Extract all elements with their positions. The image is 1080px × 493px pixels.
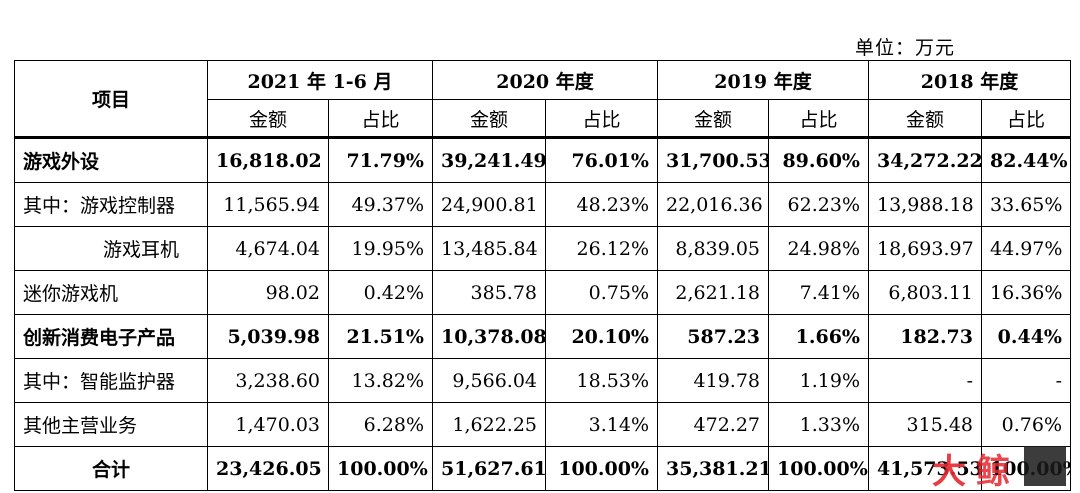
cell-ratio: 71.79% [328,136,433,183]
cell-amount: 385.78 [432,270,546,315]
cell-amount: 3,238.60 [207,358,329,403]
header-ratio: 占比 [545,99,658,138]
revenue-table: 项目 2021 年 1-6 月 2020 年度 2019 年度 2018 年度 … [14,60,1071,491]
cell-ratio: 13.82% [328,358,433,403]
cell-amount: 1,622.25 [432,402,546,447]
cell-amount: 13,988.18 [868,182,982,227]
cell-amount: 5,039.98 [207,314,329,359]
cell-ratio: 62.23% [768,182,869,227]
cell-amount: 10,378.08 [432,314,546,359]
table-row: 其中：游戏控制器 11,565.94 49.37% 24,900.81 48.2… [14,182,1071,227]
cell-ratio: 1.33% [768,402,869,447]
row-label: 其中：智能监护器 [14,358,208,403]
cell-amount: 182.73 [868,314,982,359]
cell-ratio: 1.19% [768,358,869,403]
cell-ratio: 100.00% [328,446,433,491]
cell-ratio: 0.44% [981,314,1071,359]
header-period-2020: 2020 年度 [432,60,658,100]
cell-ratio: 49.37% [328,182,433,227]
cell-amount: 18,693.97 [868,226,982,271]
cell-ratio: 44.97% [981,226,1071,271]
table-row: 创新消费电子产品 5,039.98 21.51% 10,378.08 20.10… [14,314,1071,359]
cell-ratio: 3.14% [545,402,658,447]
cell-ratio: 100.00% [981,446,1071,491]
cell-ratio: 16.36% [981,270,1071,315]
cell-amount: 11,565.94 [207,182,329,227]
cell-ratio: 48.23% [545,182,658,227]
cell-amount: - [868,358,982,403]
cell-ratio: 1.66% [768,314,869,359]
table-row: 其他主营业务 1,470.03 6.28% 1,622.25 3.14% 472… [14,402,1071,447]
table-row: 游戏耳机 4,674.04 19.95% 13,485.84 26.12% 8,… [14,226,1071,271]
cell-ratio: 76.01% [545,136,658,183]
cell-amount: 51,627.61 [432,446,546,491]
header-ratio: 占比 [981,99,1071,138]
cell-ratio: - [981,358,1071,403]
cell-ratio: 26.12% [545,226,658,271]
cell-ratio: 18.53% [545,358,658,403]
cell-ratio: 21.51% [328,314,433,359]
row-label: 创新消费电子产品 [14,314,208,359]
cell-amount: 22,016.36 [657,182,769,227]
header-row-periods: 项目 2021 年 1-6 月 2020 年度 2019 年度 2018 年度 [14,60,1071,138]
cell-amount: 31,700.53 [657,136,769,183]
cell-amount: 472.27 [657,402,769,447]
table-row: 游戏外设 16,818.02 71.79% 39,241.49 76.01% 3… [14,136,1071,183]
cell-ratio: 82.44% [981,136,1071,183]
header-period-2021h1: 2021 年 1-6 月 [207,60,433,100]
cell-amount: 98.02 [207,270,329,315]
header-amount: 金额 [868,99,982,138]
cell-amount: 8,839.05 [657,226,769,271]
cell-amount: 34,272.22 [868,136,982,183]
row-label: 其中：游戏控制器 [14,182,208,227]
cell-ratio: 0.75% [545,270,658,315]
cell-amount: 9,566.04 [432,358,546,403]
header-amount: 金额 [432,99,546,138]
table-row-total: 合计 23,426.05 100.00% 51,627.61 100.00% 3… [14,446,1071,491]
header-period-2019: 2019 年度 [657,60,869,100]
cell-amount: 24,900.81 [432,182,546,227]
row-label: 游戏耳机 [14,226,208,271]
cell-amount: 13,485.84 [432,226,546,271]
unit-label: 单位：万元 [855,37,956,59]
header-amount: 金额 [207,99,329,138]
row-label: 合计 [14,446,208,491]
row-label: 其他主营业务 [14,402,208,447]
cell-ratio: 100.00% [545,446,658,491]
cell-ratio: 33.65% [981,182,1071,227]
cell-ratio: 89.60% [768,136,869,183]
cell-amount: 39,241.49 [432,136,546,183]
cell-ratio: 6.28% [328,402,433,447]
cell-amount: 35,381.21 [657,446,769,491]
cell-amount: 315.48 [868,402,982,447]
table-row: 迷你游戏机 98.02 0.42% 385.78 0.75% 2,621.18 … [14,270,1071,315]
cell-amount: 4,674.04 [207,226,329,271]
table-row: 其中：智能监护器 3,238.60 13.82% 9,566.04 18.53%… [14,358,1071,403]
header-ratio: 占比 [768,99,869,138]
cell-amount: 2,621.18 [657,270,769,315]
cell-ratio: 19.95% [328,226,433,271]
cell-ratio: 0.76% [981,402,1071,447]
cell-ratio: 0.42% [328,270,433,315]
cell-amount: 1,470.03 [207,402,329,447]
cell-ratio: 7.41% [768,270,869,315]
header-amount: 金额 [657,99,769,138]
cell-ratio: 20.10% [545,314,658,359]
header-ratio: 占比 [328,99,433,138]
row-label: 游戏外设 [14,136,208,183]
cell-amount: 6,803.11 [868,270,982,315]
header-item: 项目 [14,60,208,138]
cell-ratio: 24.98% [768,226,869,271]
header-period-2018: 2018 年度 [868,60,1071,100]
cell-amount: 419.78 [657,358,769,403]
cell-amount: 587.23 [657,314,769,359]
header-row-sub: 金额 占比 金额 占比 金额 占比 金额 占比 [15,99,1071,138]
cell-amount: 23,426.05 [207,446,329,491]
cell-amount: 41,573.53 [868,446,982,491]
cell-amount: 16,818.02 [207,136,329,183]
cell-ratio: 100.00% [768,446,869,491]
row-label: 迷你游戏机 [14,270,208,315]
